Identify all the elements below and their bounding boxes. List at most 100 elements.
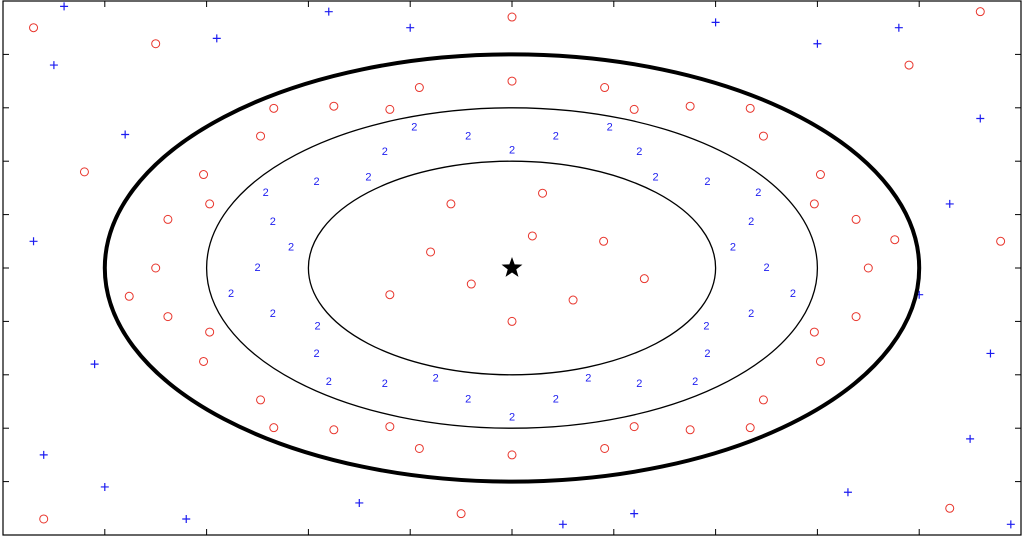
point-circle bbox=[205, 199, 215, 209]
point-circle bbox=[256, 131, 266, 141]
point-label-marker: 2 bbox=[704, 348, 710, 360]
point-label-marker: 2 bbox=[553, 393, 559, 405]
contour bbox=[307, 160, 717, 376]
point-plus bbox=[212, 34, 221, 43]
point-circle bbox=[329, 425, 339, 435]
point-circle bbox=[599, 236, 609, 246]
point-label-marker: 2 bbox=[314, 321, 320, 333]
point-circle bbox=[568, 295, 578, 305]
point-label-marker: 2 bbox=[748, 308, 754, 320]
point-circle bbox=[863, 263, 873, 273]
point-circle bbox=[29, 23, 39, 33]
point-label-marker: 2 bbox=[465, 393, 471, 405]
point-circle bbox=[124, 291, 134, 301]
point-circle bbox=[600, 443, 610, 453]
point-plus bbox=[90, 360, 99, 369]
point-label-marker: 2 bbox=[313, 176, 319, 188]
point-plus bbox=[60, 2, 69, 11]
point-label-marker: 2 bbox=[790, 288, 796, 300]
point-circle bbox=[269, 423, 279, 433]
point-label-marker: 2 bbox=[433, 372, 439, 384]
point-circle bbox=[414, 83, 424, 93]
point-label-marker: 2 bbox=[509, 144, 515, 156]
point-circle bbox=[629, 104, 639, 114]
point-circle bbox=[507, 12, 517, 22]
point-circle bbox=[758, 131, 768, 141]
point-circle bbox=[815, 356, 825, 366]
point-circle bbox=[151, 263, 161, 273]
point-circle bbox=[456, 509, 466, 519]
point-circle bbox=[745, 103, 755, 113]
point-label-marker: 2 bbox=[636, 146, 642, 158]
point-circle bbox=[639, 274, 649, 284]
point-plus bbox=[966, 434, 975, 443]
point-plus bbox=[945, 199, 954, 208]
point-circle bbox=[199, 170, 209, 180]
point-circle bbox=[629, 422, 639, 432]
point-circle bbox=[758, 395, 768, 405]
point-label-marker: 2 bbox=[607, 121, 613, 133]
point-label-marker: 2 bbox=[755, 187, 761, 199]
point-label-marker: 2 bbox=[313, 348, 319, 360]
point-plus bbox=[355, 498, 364, 507]
point-circle bbox=[446, 199, 456, 209]
point-plus bbox=[813, 39, 822, 48]
point-circle bbox=[385, 104, 395, 114]
point-plus bbox=[29, 237, 38, 246]
point-label-marker: 2 bbox=[382, 146, 388, 158]
point-circle bbox=[851, 312, 861, 322]
point-circle bbox=[527, 231, 537, 241]
contour bbox=[102, 52, 922, 484]
point-label-marker: 2 bbox=[254, 262, 260, 274]
point-circle bbox=[507, 450, 517, 460]
point-plus bbox=[558, 520, 567, 529]
point-plus bbox=[986, 349, 995, 358]
point-label-marker: 2 bbox=[326, 376, 332, 388]
point-circle bbox=[426, 247, 436, 257]
point-circle bbox=[815, 170, 825, 180]
point-label-marker: 2 bbox=[263, 187, 269, 199]
point-circle bbox=[507, 316, 517, 326]
point-circle bbox=[890, 235, 900, 245]
point-circle bbox=[163, 214, 173, 224]
point-circle bbox=[685, 101, 695, 111]
point-circle bbox=[851, 214, 861, 224]
point-plus bbox=[49, 61, 58, 70]
point-circle bbox=[329, 101, 339, 111]
point-plus bbox=[406, 23, 415, 32]
point-plus bbox=[1006, 520, 1015, 529]
point-circle bbox=[745, 423, 755, 433]
point-circle bbox=[466, 279, 476, 289]
point-circle bbox=[809, 327, 819, 337]
point-circle bbox=[205, 327, 215, 337]
point-plus bbox=[843, 488, 852, 497]
point-circle bbox=[199, 356, 209, 366]
point-circle bbox=[385, 290, 395, 300]
point-label-marker: 2 bbox=[270, 308, 276, 320]
point-circle bbox=[904, 60, 914, 70]
point-circle bbox=[507, 76, 517, 86]
point-label-marker: 2 bbox=[704, 176, 710, 188]
point-circle bbox=[163, 312, 173, 322]
point-circle bbox=[975, 7, 985, 17]
point-label-marker: 2 bbox=[730, 242, 736, 254]
point-plus bbox=[39, 450, 48, 459]
point-circle bbox=[256, 395, 266, 405]
point-label-marker: 2 bbox=[465, 131, 471, 143]
point-label-marker: 2 bbox=[692, 376, 698, 388]
point-plus bbox=[324, 7, 333, 16]
point-circle bbox=[269, 103, 279, 113]
point-label-marker: 2 bbox=[411, 121, 417, 133]
point-circle bbox=[600, 83, 610, 93]
point-label-marker: 2 bbox=[748, 216, 754, 228]
point-plus bbox=[894, 23, 903, 32]
point-label-marker: 2 bbox=[703, 321, 709, 333]
point-circle bbox=[685, 425, 695, 435]
point-circle bbox=[385, 422, 395, 432]
point-circle bbox=[151, 39, 161, 49]
center-star bbox=[501, 257, 523, 277]
point-circle bbox=[538, 188, 548, 198]
point-circle bbox=[79, 167, 89, 177]
